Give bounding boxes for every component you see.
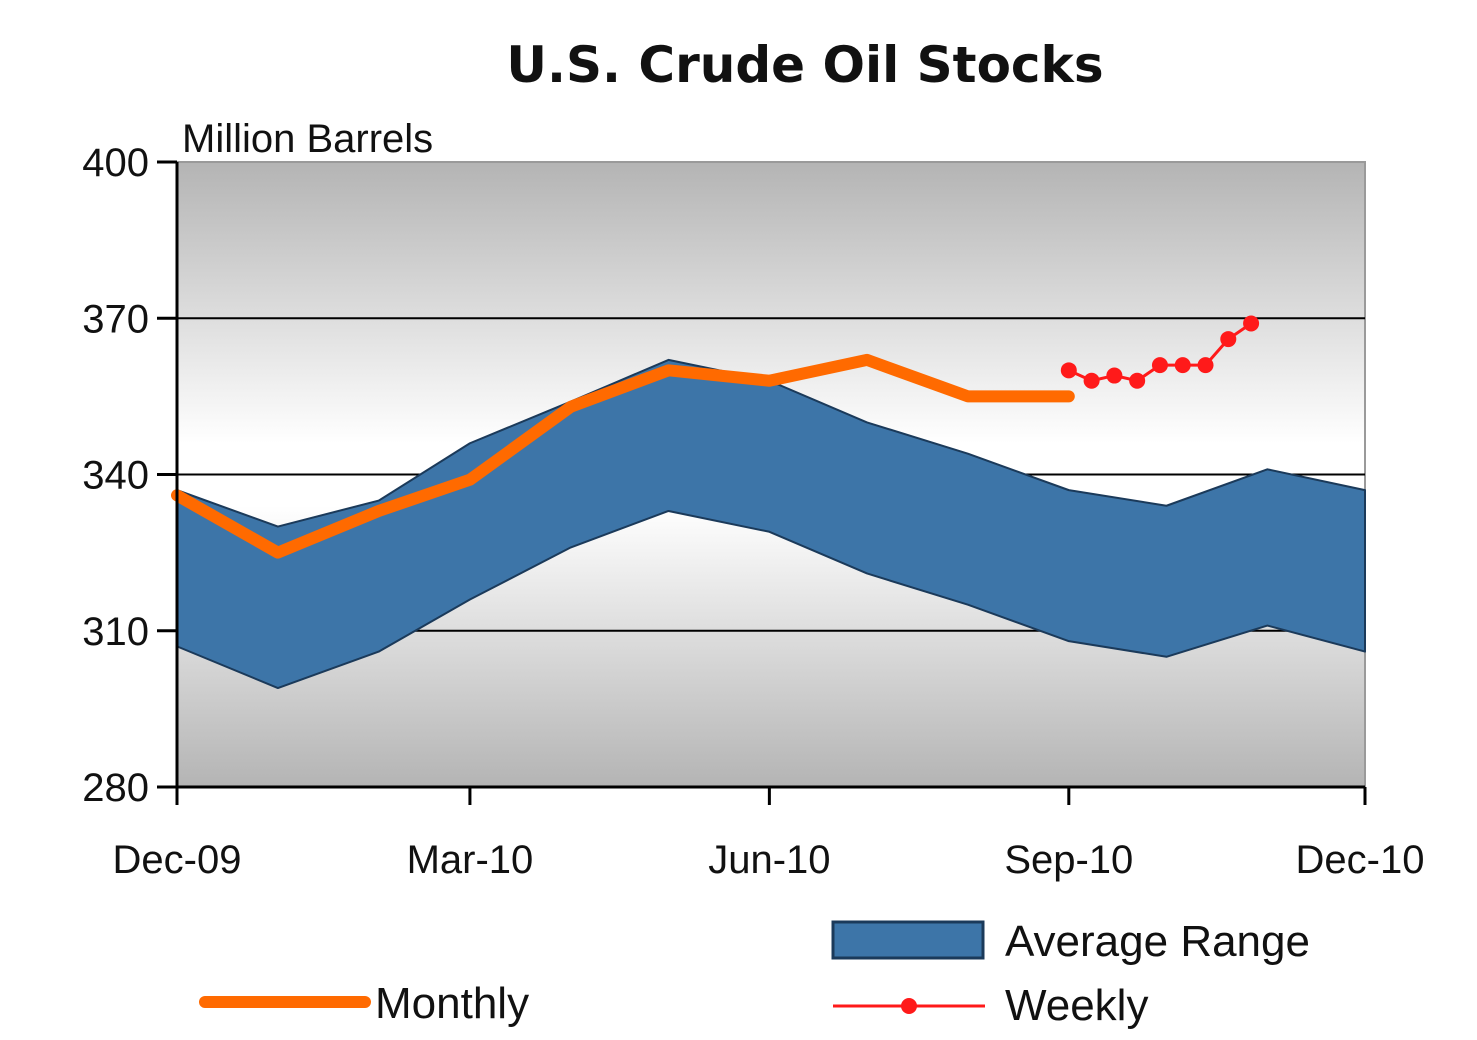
legend-item-average-range: Average Range (831, 917, 1310, 966)
y-tick-label-400: 400 (82, 141, 149, 185)
chart-title: U.S. Crude Oil Stocks (506, 36, 1103, 94)
weekly-point-1 (1083, 372, 1100, 389)
y-tick-labels: 280 310 340 370 400 (82, 141, 149, 810)
y-tick-label-280: 280 (82, 766, 149, 810)
line-monthly (171, 353, 1075, 559)
weekly-point-4 (1151, 357, 1168, 374)
x-tick-label-4: Dec-10 (1296, 838, 1425, 882)
weekly-point-3 (1129, 372, 1146, 389)
weekly-point-7 (1220, 331, 1237, 348)
legend-label-monthly: Monthly (375, 979, 529, 1028)
weekly-point-5 (1174, 357, 1191, 374)
weekly-point-6 (1197, 357, 1214, 374)
weekly-point-8 (1243, 315, 1260, 332)
legend-swatch-average-range (831, 920, 985, 960)
axes (157, 160, 1367, 805)
legend-item-weekly: Weekly (833, 981, 1148, 1030)
legend-label-average-range: Average Range (1005, 917, 1310, 966)
legend-item-monthly: Monthly (199, 979, 529, 1028)
legend-label-weekly: Weekly (1005, 981, 1148, 1030)
x-tick-label-1: Mar-10 (407, 838, 534, 882)
line-layer (171, 315, 1260, 559)
band-average-range (176, 358, 1366, 690)
weekly-point-0 (1060, 362, 1077, 379)
y-tick-label-370: 370 (82, 297, 149, 341)
y-tick-label-310: 310 (82, 610, 149, 654)
band-layer (176, 358, 1366, 690)
x-tick-label-0: Dec-09 (113, 838, 242, 882)
weekly-point-2 (1106, 367, 1123, 384)
x-tick-label-2: Jun-10 (708, 838, 830, 882)
y-tick-label-340: 340 (82, 454, 149, 498)
unit-label: Million Barrels (182, 117, 433, 161)
x-tick-label-3: Sep-10 (1004, 838, 1133, 882)
x-tick-labels: Dec-09 Mar-10 Jun-10 Sep-10 Dec-10 (113, 838, 1425, 882)
legend-marker-weekly (901, 998, 917, 1014)
legend: Average Range Monthly Weekly (199, 917, 1310, 1030)
